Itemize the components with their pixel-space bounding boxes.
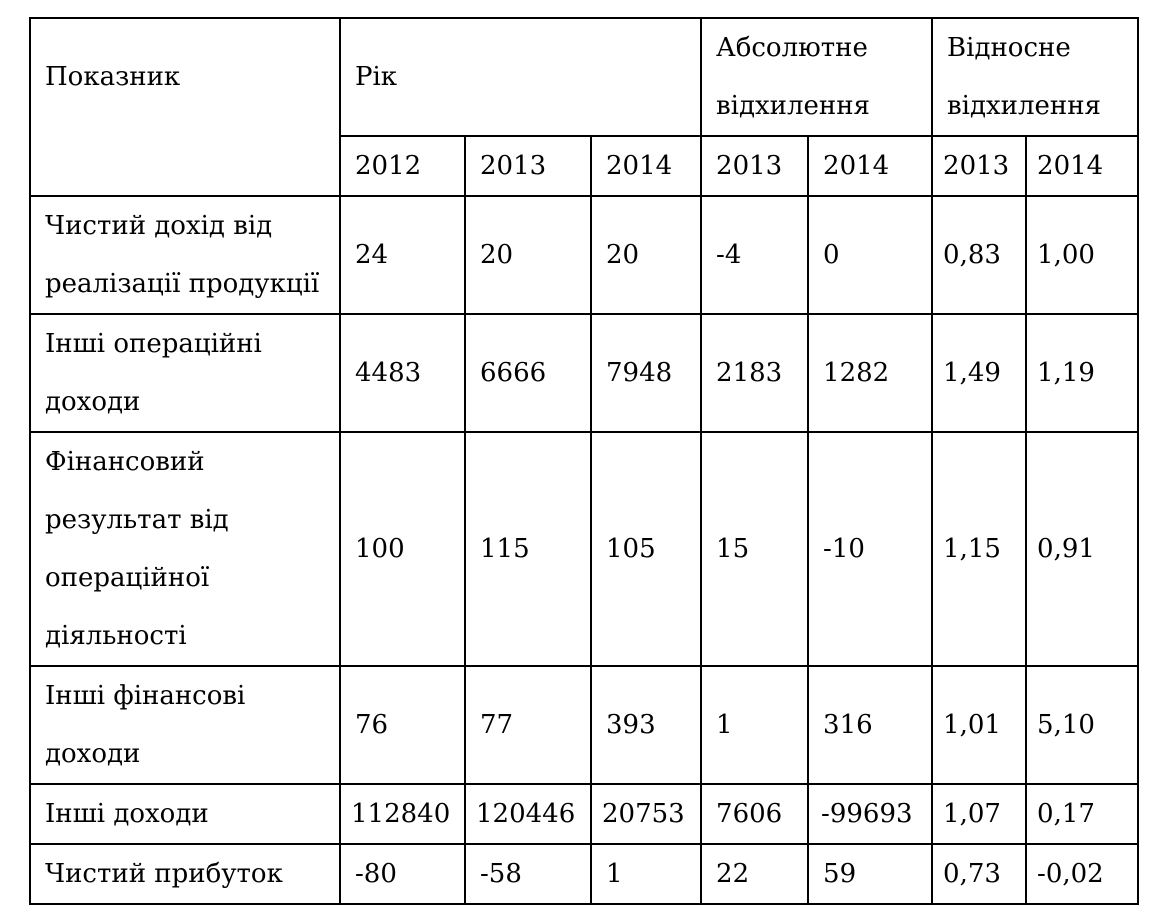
cell: 77 xyxy=(464,665,592,785)
header-year: Рік xyxy=(338,17,703,137)
cell: 1 xyxy=(700,665,810,785)
table-row: Чистий прибуток -80 -58 1 22 59 0,73 -0,… xyxy=(29,843,1140,905)
cell: 1,01 xyxy=(931,665,1028,785)
cell: 1,19 xyxy=(1025,313,1140,433)
cell: -99693 xyxy=(807,783,934,845)
cell: 7606 xyxy=(700,783,810,845)
cell: 4483 xyxy=(339,313,466,433)
cell: 105 xyxy=(589,431,703,667)
cell: 1282 xyxy=(807,313,934,433)
row-label: Чистий дохід від реалізації продукції xyxy=(29,195,341,315)
header-year-cell: 2014 xyxy=(589,135,703,197)
header-years-row: 2012 2013 2014 2013 2014 2013 2014 xyxy=(30,135,1140,197)
cell: 0,73 xyxy=(931,843,1028,905)
table-row: Інші фінансові доходи 76 77 393 1 316 1,… xyxy=(29,665,1140,785)
row-label: Фінансовий результат від операційної дія… xyxy=(29,431,341,667)
cell: -80 xyxy=(339,843,466,905)
table-row: Фінансовий результат від операційної дія… xyxy=(29,431,1140,667)
cell: 120446 xyxy=(464,783,592,845)
cell: -10 xyxy=(807,431,934,667)
cell: 316 xyxy=(807,665,934,785)
header-year-cell: 2013 xyxy=(464,135,592,197)
cell: 20753 xyxy=(589,783,703,845)
table-row: Інші доходи 112840 120446 20753 7606 -99… xyxy=(29,783,1140,845)
cell: 112840 xyxy=(339,783,466,845)
cell: 393 xyxy=(589,665,703,785)
cell: 1,00 xyxy=(1025,195,1140,315)
cell: 0,17 xyxy=(1025,783,1140,845)
cell: 76 xyxy=(339,665,466,785)
cell: 7948 xyxy=(589,313,703,433)
cell: 0,83 xyxy=(931,195,1028,315)
cell: 1 xyxy=(589,843,703,905)
cell: 1,49 xyxy=(931,313,1028,433)
header-abs-year-cell: 2013 xyxy=(700,135,810,197)
cell: -4 xyxy=(700,195,810,315)
cell: 115 xyxy=(464,431,592,667)
header-rel-year-cell: 2013 xyxy=(931,135,1028,197)
cell: 20 xyxy=(464,195,592,315)
cell: 1,07 xyxy=(931,783,1028,845)
cell: 22 xyxy=(700,843,810,905)
cell: 24 xyxy=(339,195,466,315)
cell: -58 xyxy=(464,843,592,905)
cell: 1,15 xyxy=(931,431,1028,667)
cell: 2183 xyxy=(700,313,810,433)
row-label: Інші доходи xyxy=(29,783,341,845)
cell: 6666 xyxy=(464,313,592,433)
header-relative-deviation: Відносне відхилення xyxy=(931,17,1140,137)
row-label: Інші фінансові доходи xyxy=(29,665,341,785)
cell: 15 xyxy=(700,431,810,667)
row-label: Інші операційні доходи xyxy=(29,313,341,433)
header-rel-year-cell: 2014 xyxy=(1025,135,1140,197)
cell: 59 xyxy=(807,843,934,905)
cell: 0 xyxy=(807,195,934,315)
cell: 20 xyxy=(589,195,703,315)
cell: 100 xyxy=(339,431,466,667)
financial-indicators-table: Показник Рік Абсолютне відхилення Віднос… xyxy=(29,17,1140,905)
row-label: Чистий прибуток xyxy=(29,843,341,905)
header-absolute-deviation: Абсолютне відхилення xyxy=(700,17,934,137)
header-year-cell: 2012 xyxy=(339,135,466,197)
header-abs-year-cell: 2014 xyxy=(807,135,934,197)
header-indicator: Показник xyxy=(29,17,341,197)
cell: 0,91 xyxy=(1025,431,1140,667)
cell: -0,02 xyxy=(1025,843,1140,905)
cell: 5,10 xyxy=(1025,665,1140,785)
table-row: Інші операційні доходи 4483 6666 7948 21… xyxy=(29,313,1140,433)
table-row: Чистий дохід від реалізації продукції 24… xyxy=(29,195,1140,315)
